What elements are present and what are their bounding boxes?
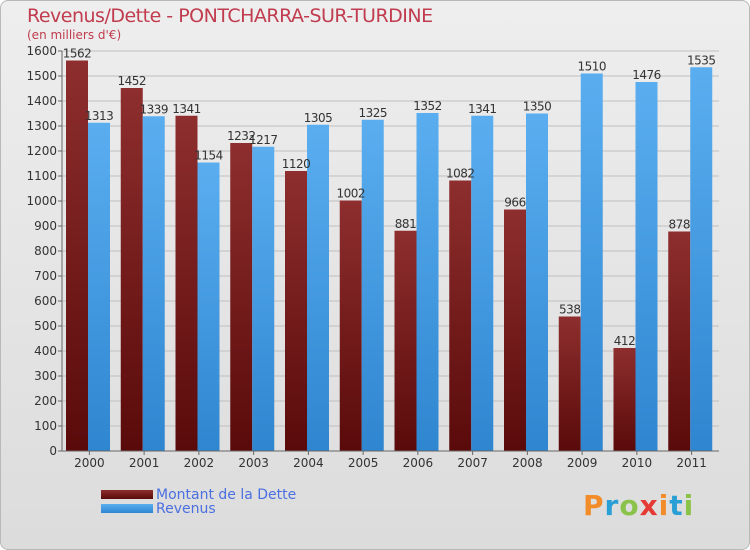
logo-letter: t <box>669 489 684 522</box>
x-tick-label: 2009 <box>567 456 598 470</box>
data-label: 1120 <box>282 157 311 171</box>
data-label: 1217 <box>249 133 278 147</box>
y-tick-label: 800 <box>34 244 57 258</box>
y-tick-label: 700 <box>34 269 57 283</box>
bars <box>66 60 713 451</box>
bar-dette <box>394 230 417 451</box>
bar-revenus <box>416 113 439 451</box>
y-tick-label: 300 <box>34 369 57 383</box>
bar-revenus <box>307 124 329 451</box>
x-tick-label: 2005 <box>348 456 379 470</box>
data-label: 1082 <box>446 167 475 181</box>
data-label: 1325 <box>358 106 387 120</box>
x-tick-label: 2004 <box>293 456 324 470</box>
x-tick-label: 2008 <box>512 456 543 470</box>
y-tick-label: 400 <box>34 344 57 358</box>
data-label: 1452 <box>117 74 146 88</box>
data-label: 1352 <box>413 99 442 113</box>
bar-revenus <box>471 115 494 451</box>
data-label: 1535 <box>687 53 716 67</box>
grid-lines <box>62 50 719 452</box>
bar-revenus <box>635 82 658 451</box>
data-label: 1232 <box>227 129 256 143</box>
bar-revenus <box>252 146 275 451</box>
y-tick-label: 1300 <box>26 119 57 133</box>
bar-revenus <box>88 122 110 451</box>
y-tick-label: 900 <box>34 219 57 233</box>
bar-revenus <box>690 67 713 451</box>
y-tick-label: 0 <box>49 444 57 458</box>
bar-dette <box>449 180 472 451</box>
data-label: 1341 <box>468 102 497 116</box>
data-label: 538 <box>559 303 580 317</box>
data-label: 1305 <box>304 111 333 125</box>
legend-swatch-dette <box>101 490 153 499</box>
y-tick-label: 1200 <box>26 144 57 158</box>
data-label: 1341 <box>172 102 201 116</box>
y-tick-label: 500 <box>34 319 57 333</box>
bar-dette <box>339 200 362 451</box>
bar-dette <box>120 88 143 451</box>
data-label: 1339 <box>139 102 168 116</box>
chart-title: Revenus/Dette - PONTCHARRA-SUR-TURDINE <box>27 5 433 27</box>
x-tick-label: 2006 <box>403 456 434 470</box>
logo-letter: i <box>658 489 670 522</box>
x-tick-label: 2002 <box>184 456 215 470</box>
x-tick-label: 2010 <box>622 456 653 470</box>
chart-subtitle: (en milliers d'€) <box>27 28 122 42</box>
bar-dette <box>613 348 636 451</box>
data-label: 1562 <box>63 47 92 61</box>
x-tick-label: 2011 <box>676 456 707 470</box>
y-tick-label: 1600 <box>26 44 57 58</box>
logo-letter: x <box>639 489 659 522</box>
legend-label-dette: Montant de la Dette <box>156 487 297 503</box>
bar-dette <box>230 143 253 451</box>
data-label: 1154 <box>194 149 223 163</box>
y-tick-label: 100 <box>34 419 57 433</box>
logo-letter: P <box>583 489 605 522</box>
legend <box>101 490 153 513</box>
legend-label-revenus: Revenus <box>156 501 216 517</box>
y-tick-label: 1500 <box>26 69 57 83</box>
bar-dette <box>285 171 307 451</box>
data-label: 881 <box>395 217 416 231</box>
x-tick-label: 2000 <box>74 456 105 470</box>
data-label: 878 <box>669 218 690 232</box>
axes: 0 100 200 300 400 500 600 700 800 900 1000 1100 1200… <box>26 44 719 470</box>
y-tick-label: 200 <box>34 394 57 408</box>
data-label: 966 <box>504 196 525 210</box>
logo-letter: o <box>619 489 640 522</box>
data-label: 1002 <box>336 187 365 201</box>
data-label: 1510 <box>577 60 606 74</box>
bar-revenus <box>580 73 603 451</box>
y-tick-label: 1000 <box>26 194 57 208</box>
proxiti-logo: Proxiti <box>583 489 694 522</box>
legend-swatch-revenus <box>101 504 153 513</box>
y-tick-label: 1400 <box>26 94 57 108</box>
data-label: 1313 <box>85 109 114 123</box>
data-label: 1476 <box>632 68 661 82</box>
data-label: 1350 <box>523 100 552 114</box>
x-tick-label: 2003 <box>238 456 269 470</box>
bar-revenus <box>197 162 220 451</box>
bar-dette <box>504 209 526 451</box>
bar-dette <box>66 60 88 451</box>
data-label: 412 <box>614 334 635 348</box>
y-tick-label: 600 <box>34 294 57 308</box>
bar-revenus <box>361 119 384 451</box>
bar-dette <box>558 316 581 451</box>
bar-revenus <box>142 116 165 451</box>
logo-letter: r <box>604 489 620 522</box>
x-tick-label: 2007 <box>457 456 488 470</box>
bar-dette <box>175 115 198 451</box>
x-tick-label: 2001 <box>129 456 160 470</box>
bar-dette <box>668 231 691 451</box>
logo-letter: i <box>683 489 695 522</box>
bar-revenus <box>526 113 548 451</box>
y-tick-label: 1100 <box>26 169 57 183</box>
